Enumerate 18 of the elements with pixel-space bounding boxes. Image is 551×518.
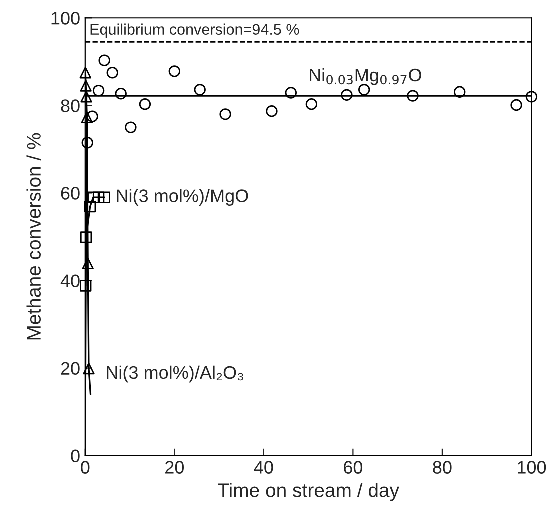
x-axis-title: Time on stream / day: [218, 483, 400, 502]
ref-line-label: Equilibrium conversion=94.5 %: [90, 24, 300, 38]
x-tick-label: 20: [166, 461, 184, 474]
x-tick-label: 40: [254, 461, 274, 474]
x-tick-label: 100: [518, 461, 546, 474]
x-tick-label: 60: [344, 461, 363, 474]
y-tick-label: 60: [61, 187, 80, 200]
y-tick-label: 80: [61, 100, 80, 112]
y-tick-label: 20: [61, 362, 80, 376]
x-tick-label: 0: [81, 461, 90, 474]
y-tick-label: 0: [71, 450, 80, 463]
series-label: Ni$_{0.03}$Mg$_{0.97}$O: [310, 68, 422, 86]
series-label: Ni(3 mol%)/Al₂O₃: [107, 366, 244, 383]
series-label: Ni(3 mol%)/MgO: [117, 189, 248, 206]
x-tick-label: 80: [433, 461, 452, 474]
y-tick-label: 100: [52, 12, 80, 25]
y-axis-title: Methane conversion / %: [26, 133, 42, 340]
y-tick-label: 40: [60, 274, 80, 288]
